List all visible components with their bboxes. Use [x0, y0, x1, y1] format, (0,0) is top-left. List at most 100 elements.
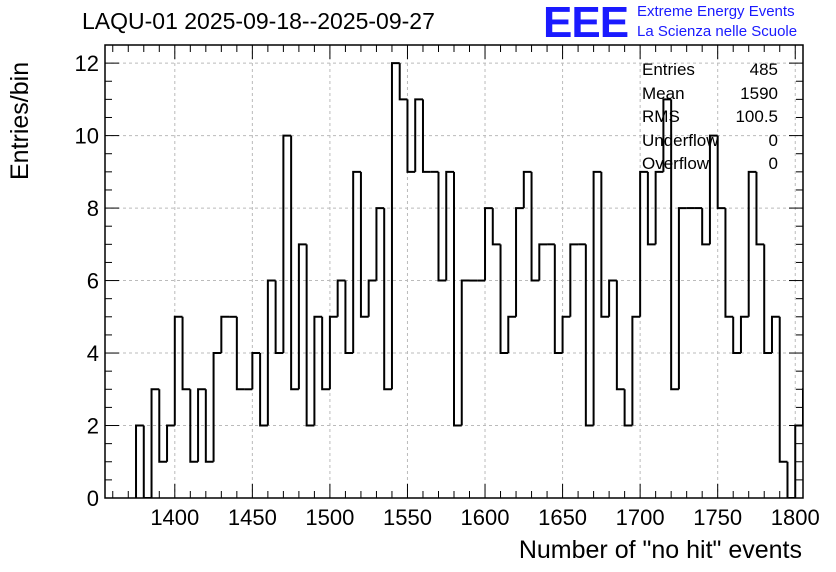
histogram-bin — [763, 244, 772, 355]
histogram-bin — [259, 353, 268, 427]
histogram-bin — [460, 279, 470, 426]
histogram-bin — [646, 171, 656, 246]
histogram-bin — [328, 315, 338, 390]
histogram-bin — [522, 170, 532, 209]
y-tick-label: 12 — [75, 51, 99, 76]
histogram-bin — [639, 170, 648, 317]
histogram-bin — [282, 134, 292, 354]
stats-value: 0 — [768, 130, 778, 150]
histogram-bin — [515, 207, 524, 317]
histogram-bin — [336, 279, 346, 317]
histogram-bin — [600, 171, 610, 318]
histogram-bin — [662, 98, 672, 172]
histogram-bin — [390, 62, 400, 390]
stats-box: Entries 485 Mean 1590 RMS 100.5 Underflow 0 … — [642, 58, 778, 176]
histogram-bin — [802, 388, 803, 426]
x-tick-label: 1400 — [150, 505, 199, 530]
x-tick-label: 1500 — [305, 505, 354, 530]
histogram-bin — [819, 462, 827, 498]
y-tick-label: 6 — [87, 269, 99, 294]
histogram-bin — [313, 315, 323, 426]
stats-row-overflow: Overflow 0 — [642, 152, 778, 176]
histogram-bin — [507, 315, 517, 354]
histogram-bin — [778, 316, 788, 463]
histogram-bin — [398, 63, 408, 101]
y-tick-label: 10 — [75, 124, 99, 149]
histogram-bin — [677, 207, 687, 390]
stats-value: 485 — [749, 60, 778, 79]
histogram-bin — [305, 244, 315, 427]
histogram-bin — [173, 315, 183, 426]
histogram-bin — [197, 388, 206, 462]
histogram-bin — [158, 389, 168, 463]
histogram-bin — [608, 279, 617, 317]
histogram-bin — [204, 389, 214, 463]
histogram-bin — [367, 279, 377, 317]
histogram-bin — [290, 135, 299, 391]
y-tick-label: 2 — [87, 414, 99, 439]
histogram-bin — [811, 389, 819, 461]
histogram-bin — [732, 316, 741, 355]
x-tick-label: 1550 — [383, 505, 432, 530]
histogram-bin — [724, 208, 734, 318]
histogram-bin — [220, 315, 230, 354]
histogram-bin — [251, 352, 261, 390]
histogram-bin — [352, 170, 361, 354]
histogram-bin — [344, 280, 354, 355]
histogram-bin — [615, 280, 625, 391]
histogram-bin — [453, 171, 462, 427]
histogram-bin — [739, 315, 749, 354]
histogram-bin — [266, 279, 276, 426]
histogram-bin — [383, 208, 392, 391]
x-tick-label: 1800 — [771, 505, 820, 530]
histogram-bin — [421, 99, 431, 173]
histogram-bin — [584, 244, 594, 427]
y-tick-label: 0 — [87, 486, 99, 511]
histogram-bin — [530, 171, 540, 282]
histogram-bin — [499, 244, 509, 355]
histogram-bin — [189, 389, 199, 463]
stats-label: Underflow — [642, 130, 719, 150]
histogram-bin — [654, 170, 664, 245]
histogram-bin — [359, 171, 369, 318]
stats-label: Mean — [642, 83, 685, 103]
histogram-bin — [491, 208, 501, 246]
stats-row-underflow: Underflow 0 — [642, 129, 778, 153]
histogram-bin — [670, 99, 679, 391]
histogram-bin — [592, 170, 602, 426]
histogram-bin — [414, 98, 423, 172]
histogram-bin — [770, 315, 780, 354]
histogram-bin — [406, 99, 416, 173]
histogram-bin — [569, 243, 579, 317]
stats-value: 1590 — [740, 83, 778, 103]
y-tick-label: 4 — [87, 341, 99, 366]
histogram-bin — [716, 135, 726, 210]
histogram-bin — [297, 243, 307, 390]
eee-logo: EEE — [543, 0, 629, 47]
histogram-bin — [538, 243, 548, 281]
histogram-bin — [166, 424, 175, 462]
histogram-bin — [708, 134, 718, 245]
histogram-bin — [786, 461, 796, 498]
histogram-bin — [181, 316, 191, 391]
y-axis-label: Entries/bin — [6, 61, 34, 180]
histogram-bin — [561, 315, 571, 354]
stats-label: Entries — [642, 60, 695, 79]
histogram-bin — [631, 315, 641, 426]
stats-label: Overflow — [642, 154, 710, 173]
histogram-bin — [623, 389, 633, 427]
x-tick-label: 1600 — [461, 505, 510, 530]
histogram-bin — [274, 280, 284, 355]
histogram-bin — [212, 352, 222, 462]
logo-line-2: La Scienza nelle Scuole — [637, 23, 798, 40]
histogram-bin — [701, 208, 710, 246]
histogram-bin — [445, 170, 454, 281]
y-tick-label: 8 — [87, 196, 99, 221]
histogram-bin — [135, 424, 144, 498]
histogram-bin — [375, 207, 385, 281]
logo-line-1: Extreme Energy Events — [637, 3, 795, 20]
histogram-bin — [321, 316, 330, 391]
stats-label: RMS — [642, 107, 680, 126]
histogram-bin — [484, 207, 493, 281]
